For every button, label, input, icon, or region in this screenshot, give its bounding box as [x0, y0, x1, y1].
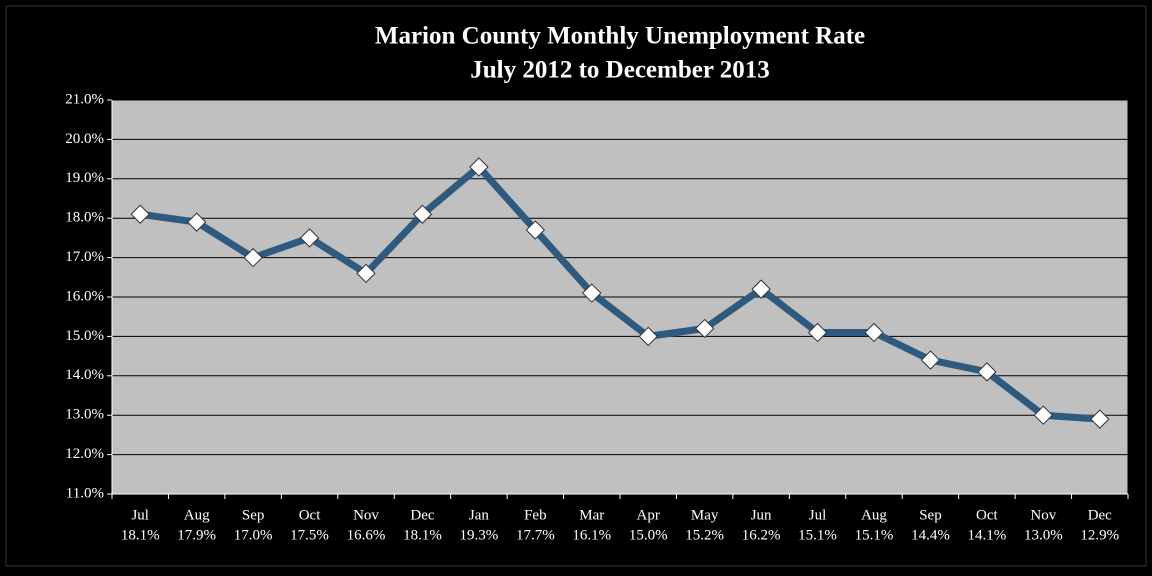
value-label: 16.6%	[347, 527, 386, 543]
data-marker	[469, 157, 489, 177]
value-label: 18.1%	[403, 527, 442, 543]
y-tick-label: 13.0%	[65, 407, 104, 423]
x-tick-label: Oct	[976, 507, 998, 523]
value-label: 18.1%	[121, 527, 160, 543]
x-tick-label: Nov	[353, 507, 379, 523]
data-marker	[920, 350, 941, 370]
value-label: 12.9%	[1080, 527, 1119, 543]
data-line	[139, 163, 1101, 423]
data-marker	[638, 326, 658, 347]
y-tick-label: 16.0%	[65, 288, 104, 304]
value-label: 14.4%	[911, 527, 950, 543]
x-tick-label: Feb	[524, 507, 547, 523]
data-marker	[751, 279, 771, 299]
x-tick-label: Sep	[242, 507, 265, 523]
chart-subtitle: July 2012 to December 2013	[470, 57, 770, 84]
x-tick-label: Jul	[131, 507, 149, 523]
data-marker	[1033, 405, 1054, 425]
x-tick-label: Apr	[637, 507, 660, 523]
data-marker	[525, 220, 546, 240]
value-label: 15.2%	[685, 527, 724, 543]
x-tick-label: Oct	[299, 507, 321, 523]
x-tick-label: Sep	[919, 507, 942, 523]
x-tick-label: Jun	[751, 507, 772, 523]
y-tick-label: 21.0%	[65, 91, 104, 107]
value-label: 15.1%	[798, 527, 837, 543]
x-tick-label: May	[691, 507, 719, 523]
value-label: 15.1%	[855, 527, 894, 543]
y-tick-label: 11.0%	[66, 485, 104, 501]
value-label: 15.0%	[629, 527, 668, 543]
x-tick-label: Aug	[184, 507, 210, 523]
y-tick-label: 15.0%	[65, 328, 104, 344]
data-marker	[977, 362, 997, 382]
data-marker	[582, 283, 602, 303]
value-label: 17.0%	[234, 527, 273, 543]
value-label: 16.1%	[572, 527, 611, 543]
x-tick-label: Dec	[410, 507, 434, 523]
x-tick-label: Jul	[809, 507, 827, 523]
data-marker	[1090, 409, 1110, 429]
data-marker	[412, 204, 433, 224]
y-tick-label: 20.0%	[65, 131, 104, 147]
data-marker	[299, 228, 320, 248]
data-marker	[807, 322, 828, 343]
y-tick-label: 17.0%	[65, 249, 104, 265]
value-label: 17.7%	[516, 527, 555, 543]
x-tick-label: Aug	[861, 507, 887, 523]
value-label: 17.5%	[290, 527, 329, 543]
data-marker	[186, 212, 207, 232]
y-tick-label: 14.0%	[65, 367, 104, 383]
data-marker	[694, 318, 715, 339]
value-label: 14.1%	[968, 527, 1007, 543]
y-tick-label: 19.0%	[65, 170, 104, 186]
value-label: 19.3%	[460, 527, 499, 543]
data-marker	[130, 204, 150, 224]
data-marker	[864, 322, 884, 343]
y-tick-label: 12.0%	[65, 446, 104, 462]
chart-title: Marion County Monthly Unemployment Rate	[375, 23, 865, 50]
data-marker	[356, 263, 376, 284]
x-tick-label: Nov	[1030, 507, 1056, 523]
data-marker	[243, 247, 263, 268]
x-tick-label: Mar	[579, 507, 604, 523]
x-tick-label: Jan	[469, 507, 489, 523]
y-tick-label: 18.0%	[65, 210, 104, 226]
value-label: 16.2%	[742, 527, 781, 543]
x-tick-label: Dec	[1088, 507, 1112, 523]
value-label: 13.0%	[1024, 527, 1063, 543]
value-label: 17.9%	[177, 527, 216, 543]
